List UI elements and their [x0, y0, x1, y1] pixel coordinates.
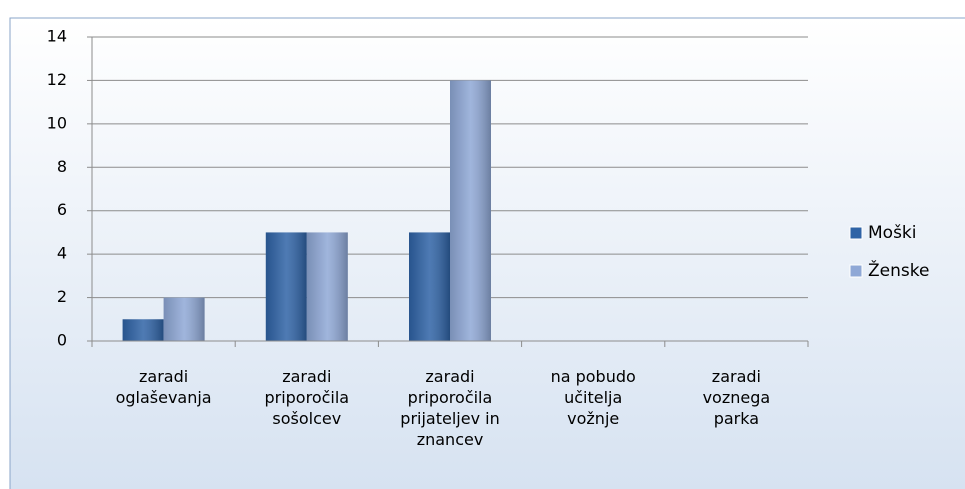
y-tick-label: 12 [47, 70, 67, 89]
legend-label: Ženske [868, 259, 929, 281]
bar-shade [450, 80, 491, 341]
y-tick-label: 2 [57, 287, 67, 306]
y-tick-label: 6 [57, 200, 67, 219]
x-tick-label: zaradi priporočila sošolcev [264, 367, 350, 428]
bar-shade [122, 319, 164, 341]
y-tick-label: 14 [47, 27, 67, 46]
y-tick-label: 8 [57, 157, 67, 176]
legend-swatch [849, 264, 863, 278]
y-tick-label: 10 [47, 113, 67, 132]
legend-label: Moški [868, 223, 917, 243]
y-tick-label: 4 [57, 244, 67, 263]
x-tick-label: zaradi oglaševanja [115, 367, 212, 407]
x-tick-label: zaradi voznega parka [702, 367, 771, 428]
x-tick-label: na pobudo učitelja vožnje [550, 367, 636, 428]
x-tick-label: zaradi priporočila prijateljev in znance… [400, 367, 500, 449]
y-tick-label: 0 [57, 331, 67, 350]
bar-shade [306, 232, 348, 341]
legend-swatch [849, 226, 863, 240]
bar-shade [163, 297, 205, 341]
bar-shade [409, 232, 450, 341]
bar-shade [265, 232, 307, 341]
